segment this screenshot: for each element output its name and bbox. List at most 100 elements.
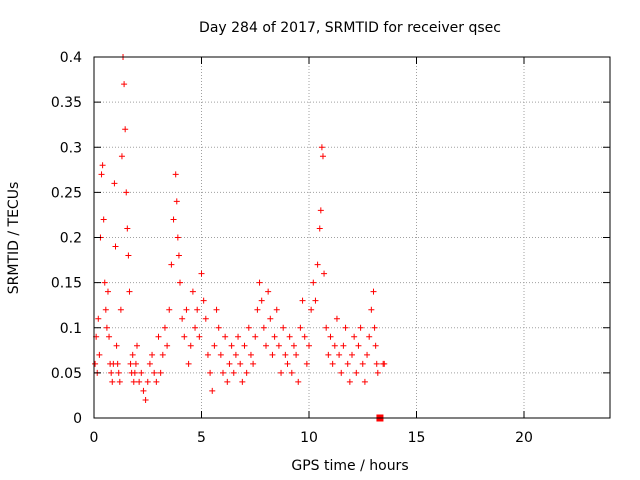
data-point <box>112 243 119 250</box>
data-point <box>106 333 113 340</box>
data-point <box>124 225 131 232</box>
data-point <box>189 288 196 295</box>
data-point <box>96 351 103 358</box>
data-point <box>271 333 278 340</box>
data-point <box>166 306 173 313</box>
x-axis-label: GPS time / hours <box>291 458 408 474</box>
y-tick-label: 0.25 <box>51 185 82 201</box>
data-point <box>146 360 153 367</box>
data-point <box>155 333 162 340</box>
y-tick-label: 0 <box>73 411 82 427</box>
data-point <box>126 288 133 295</box>
data-point <box>111 180 118 187</box>
data-point <box>295 378 302 385</box>
data-point <box>136 378 143 385</box>
data-point <box>278 369 285 376</box>
data-point <box>239 378 246 385</box>
data-point <box>280 324 287 331</box>
data-point <box>331 342 338 349</box>
data-point <box>273 306 280 313</box>
data-point <box>149 351 156 358</box>
data-point <box>102 306 109 313</box>
data-point <box>144 378 151 385</box>
data-point <box>217 351 224 358</box>
data-point <box>157 369 164 376</box>
data-point <box>99 162 106 169</box>
y-axis-label: SRMTID / TECUs <box>6 182 22 295</box>
x-tick-label: 10 <box>300 430 318 446</box>
data-point <box>209 387 216 394</box>
data-point <box>211 342 218 349</box>
x-tick-label: 0 <box>90 430 99 446</box>
data-point <box>344 360 351 367</box>
data-point <box>340 342 347 349</box>
data-point <box>140 387 147 394</box>
data-point <box>267 315 274 322</box>
data-point <box>130 378 137 385</box>
data-point <box>134 342 140 349</box>
data-point <box>338 369 345 376</box>
data-point <box>170 216 177 223</box>
y-tick-label: 0.05 <box>51 366 82 382</box>
data-point <box>115 369 122 376</box>
data-point <box>364 351 371 358</box>
data-point <box>109 378 116 385</box>
data-point <box>312 297 319 304</box>
data-point <box>200 297 207 304</box>
data-point <box>336 351 343 358</box>
data-point <box>374 369 381 376</box>
y-tick-label: 0.2 <box>60 231 82 247</box>
data-point <box>245 324 252 331</box>
data-points <box>92 54 388 403</box>
data-point <box>237 360 244 367</box>
data-point <box>117 306 124 313</box>
data-point <box>357 324 364 331</box>
data-point <box>373 360 380 367</box>
data-point <box>303 360 310 367</box>
data-point <box>121 81 128 88</box>
data-point <box>325 351 332 358</box>
data-point <box>263 342 269 349</box>
data-point <box>368 306 375 313</box>
data-point <box>215 324 222 331</box>
data-point <box>372 342 379 349</box>
data-point <box>353 369 360 376</box>
data-point <box>153 378 160 385</box>
data-point <box>282 351 289 358</box>
data-point <box>235 333 242 340</box>
data-point <box>177 279 183 286</box>
data-point <box>371 324 378 331</box>
data-point <box>101 279 108 286</box>
data-point <box>172 171 179 178</box>
data-point <box>103 324 110 331</box>
data-point <box>164 342 171 349</box>
data-point <box>113 342 120 349</box>
data-point <box>254 306 261 313</box>
data-point <box>232 351 239 358</box>
y-tick-label: 0.15 <box>51 276 82 292</box>
data-point <box>207 369 214 376</box>
data-point <box>116 378 123 385</box>
data-point <box>306 342 312 349</box>
data-point <box>252 333 259 340</box>
data-point <box>118 153 125 160</box>
data-point <box>290 342 297 349</box>
data-point <box>187 342 194 349</box>
data-point <box>92 360 99 367</box>
data-point <box>108 369 115 376</box>
data-point <box>269 351 276 358</box>
data-point <box>226 360 233 367</box>
x-tick-label: 15 <box>408 430 426 446</box>
y-tick-label: 0.4 <box>60 50 82 66</box>
data-point <box>222 333 229 340</box>
data-point <box>129 351 136 358</box>
data-point <box>275 342 282 349</box>
data-point <box>161 324 168 331</box>
data-point <box>299 297 306 304</box>
data-point <box>159 351 166 358</box>
data-point <box>286 333 293 340</box>
data-point <box>230 369 237 376</box>
data-point <box>316 225 323 232</box>
